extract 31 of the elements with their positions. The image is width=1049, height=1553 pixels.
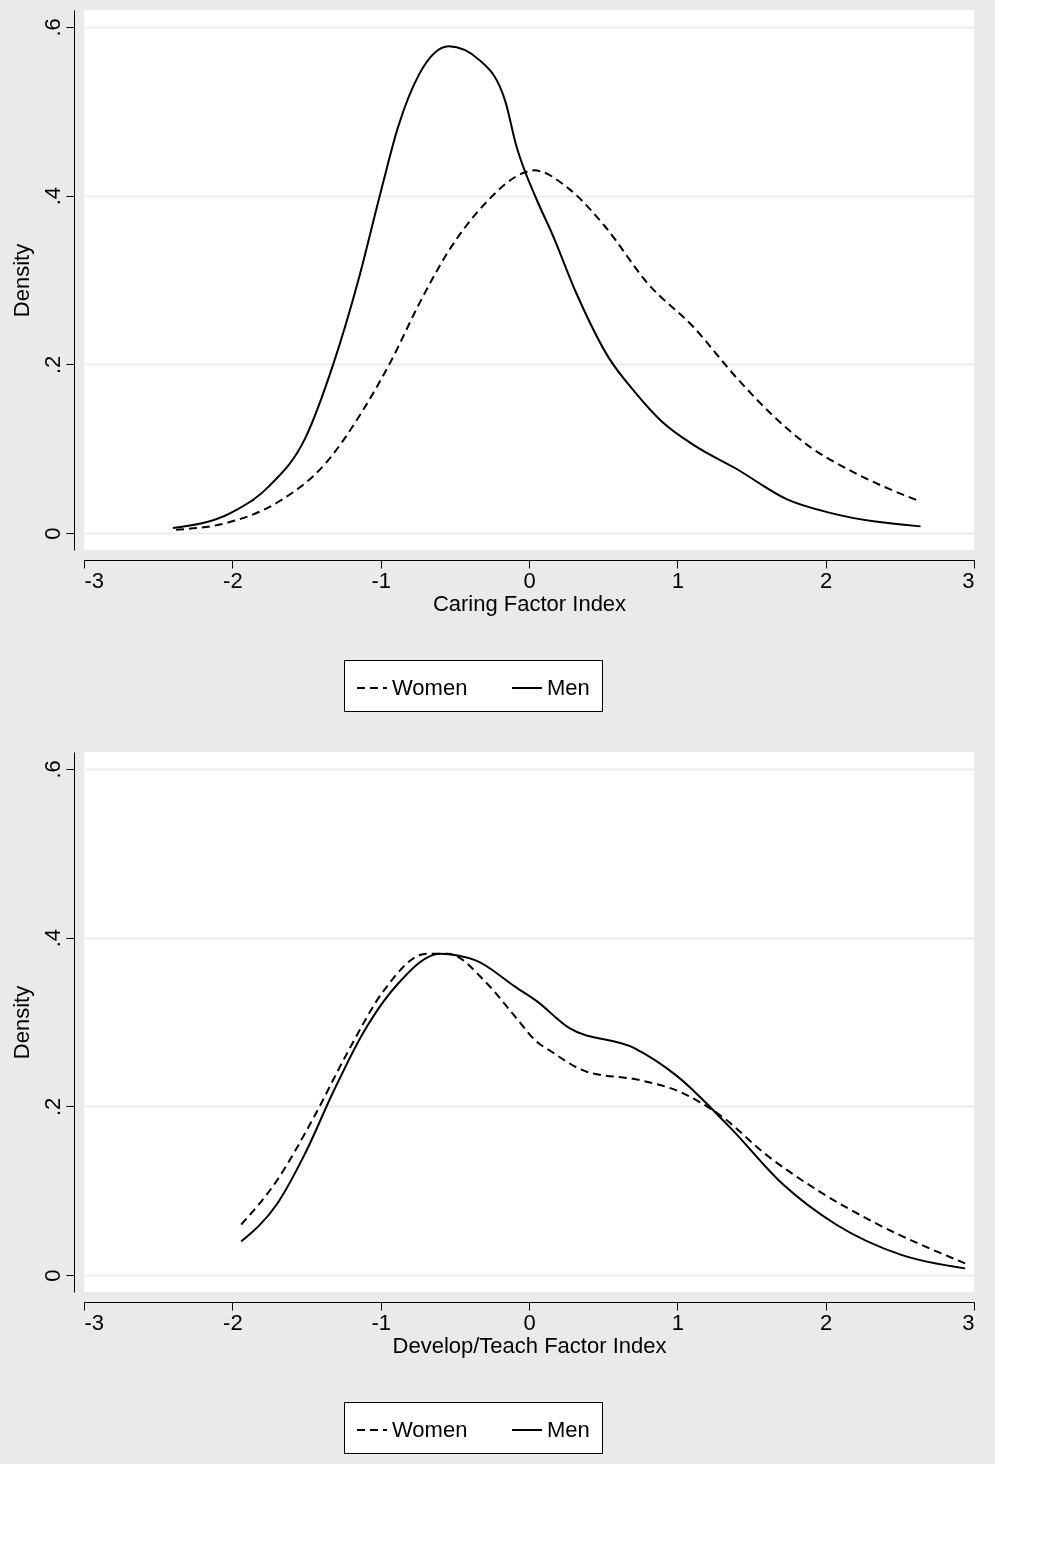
- x-tick-label: 0: [523, 567, 536, 593]
- x-tick-label: 2: [820, 567, 833, 593]
- x-axis-title: Caring Factor Index: [432, 590, 627, 616]
- y-axis-title: Density: [8, 243, 34, 318]
- x-tick-label: -2: [223, 1309, 243, 1335]
- x-tick-label: -1: [371, 567, 391, 593]
- y-tick-label: .4: [39, 186, 65, 206]
- y-tick-label: .2: [39, 355, 65, 375]
- line-series: [172, 45, 922, 530]
- y-tick-label: .6: [39, 760, 65, 779]
- y-tick-label: .6: [39, 18, 65, 37]
- x-tick-label: 1: [671, 567, 684, 593]
- x-tick-label: 3: [962, 567, 975, 593]
- x-tick-label: -1: [371, 1309, 391, 1335]
- x-tick-label: -3: [84, 567, 105, 593]
- x-tick-label: -3: [84, 1309, 105, 1335]
- legend-label: Men: [547, 675, 590, 700]
- x-axis-title: Develop/Teach Factor Index: [392, 1332, 667, 1358]
- legend-label: Women: [392, 675, 468, 700]
- x-tick-label: -2: [223, 567, 243, 593]
- y-tick-label: .4: [39, 928, 65, 948]
- x-tick-label: 0: [523, 1309, 536, 1335]
- y-tick-label: .2: [39, 1097, 65, 1117]
- x-tick-label: 1: [671, 1309, 684, 1335]
- y-tick-label: 0: [39, 1269, 65, 1282]
- x-tick-label: 3: [962, 1309, 975, 1335]
- y-tick-label: 0: [39, 527, 65, 540]
- legend-label: Men: [547, 1417, 590, 1442]
- legend-label: Women: [392, 1417, 468, 1442]
- x-tick-label: 2: [820, 1309, 833, 1335]
- y-axis-title: Density: [8, 985, 34, 1060]
